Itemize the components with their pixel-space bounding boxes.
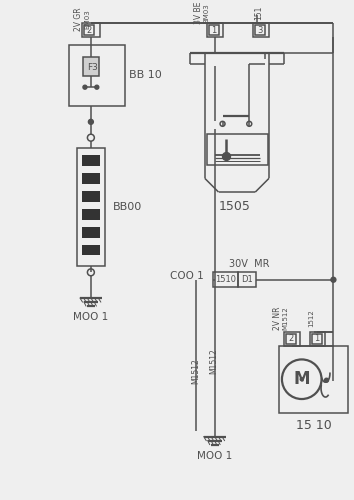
Bar xyxy=(255,25,265,34)
Circle shape xyxy=(83,85,87,89)
Text: BM03: BM03 xyxy=(204,3,210,23)
Bar xyxy=(253,23,269,36)
Text: MOO 1: MOO 1 xyxy=(73,312,108,322)
Text: M: M xyxy=(293,370,310,388)
Bar xyxy=(312,334,321,344)
Circle shape xyxy=(325,378,329,382)
Bar xyxy=(82,174,100,184)
Bar xyxy=(69,44,125,106)
Text: 2: 2 xyxy=(86,26,92,36)
Text: 1505: 1505 xyxy=(218,200,250,213)
Text: M1512: M1512 xyxy=(210,348,218,374)
Text: 3: 3 xyxy=(257,26,263,36)
Bar xyxy=(82,191,100,202)
Bar xyxy=(238,272,256,287)
Text: 2V NR: 2V NR xyxy=(273,306,282,330)
Text: BM03: BM03 xyxy=(84,9,90,29)
Bar xyxy=(213,272,238,287)
Text: 2V GR: 2V GR xyxy=(74,7,83,30)
Text: 30V  MR: 30V MR xyxy=(229,260,270,270)
Text: 15 10: 15 10 xyxy=(296,419,331,432)
Circle shape xyxy=(95,85,99,89)
Circle shape xyxy=(300,378,303,380)
Bar xyxy=(310,332,325,345)
Bar xyxy=(207,23,223,36)
Bar xyxy=(77,148,105,266)
Bar xyxy=(209,25,218,34)
Bar xyxy=(83,56,99,76)
Text: 1510: 1510 xyxy=(215,275,236,284)
Text: BB 10: BB 10 xyxy=(130,70,162,81)
Text: 1: 1 xyxy=(211,26,216,36)
Text: F3: F3 xyxy=(87,63,98,72)
Text: MOO 1: MOO 1 xyxy=(197,450,232,460)
Text: 3V BE: 3V BE xyxy=(194,2,203,24)
Bar xyxy=(286,334,296,344)
Bar xyxy=(82,227,100,237)
Text: 1: 1 xyxy=(314,334,319,343)
Circle shape xyxy=(88,120,93,124)
Text: 151: 151 xyxy=(254,6,263,20)
Text: COO 1: COO 1 xyxy=(170,272,204,281)
Text: 2: 2 xyxy=(288,334,293,343)
Bar xyxy=(82,23,100,36)
Bar xyxy=(207,134,268,166)
Circle shape xyxy=(331,278,336,282)
Circle shape xyxy=(223,152,230,160)
Text: M1512: M1512 xyxy=(191,358,200,384)
Text: M1512: M1512 xyxy=(283,306,289,330)
Text: 1512: 1512 xyxy=(309,309,315,326)
Bar xyxy=(284,332,300,345)
Text: D1: D1 xyxy=(241,275,253,284)
Bar xyxy=(82,244,100,256)
Bar xyxy=(82,209,100,220)
Bar xyxy=(279,346,348,413)
Text: BB00: BB00 xyxy=(113,202,142,212)
Bar xyxy=(84,25,94,34)
Bar xyxy=(82,156,100,166)
